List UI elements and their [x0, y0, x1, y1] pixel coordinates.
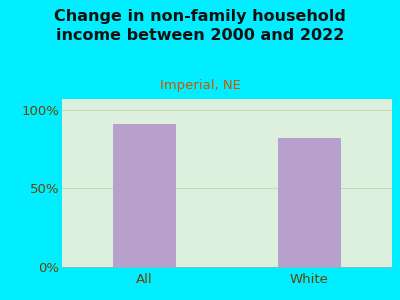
Bar	[278, 138, 341, 267]
Text: Change in non-family household
income between 2000 and 2022: Change in non-family household income be…	[54, 9, 346, 43]
Bar	[113, 124, 176, 267]
Text: Imperial, NE: Imperial, NE	[160, 80, 240, 92]
